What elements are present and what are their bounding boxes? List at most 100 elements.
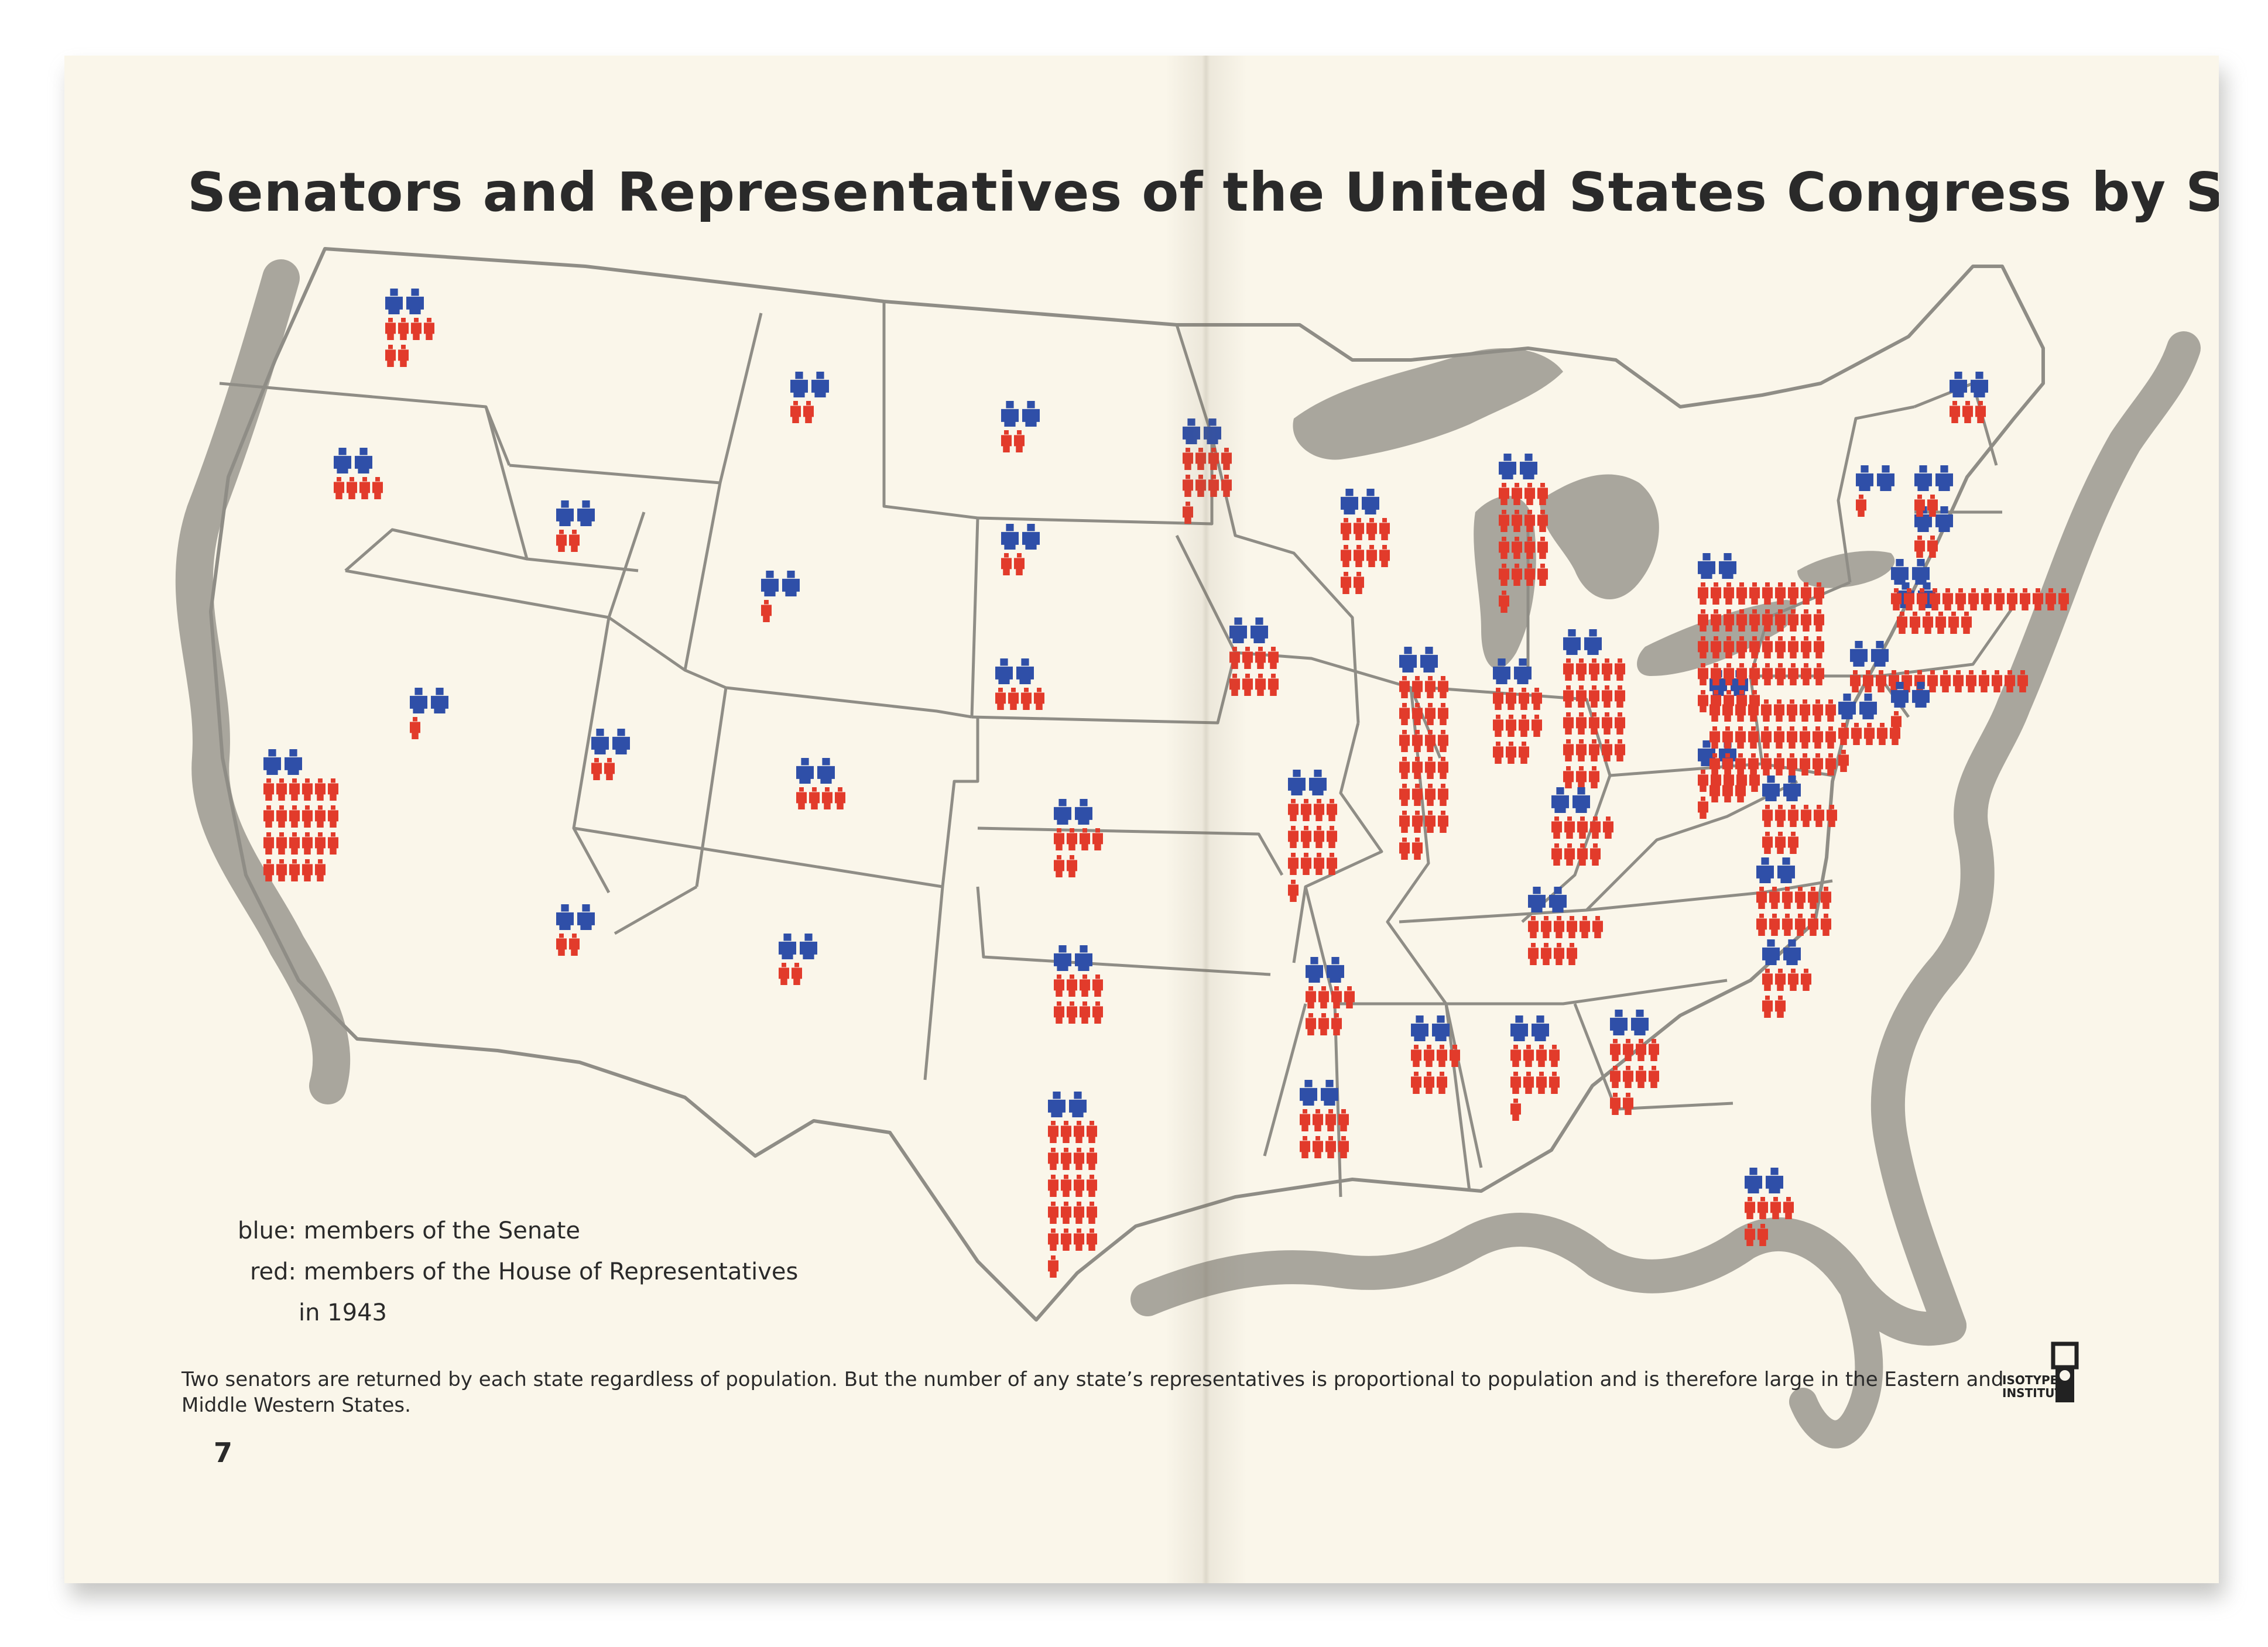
representative-figure [1532, 715, 1542, 737]
representative-figure [1762, 969, 1773, 991]
representative-figure [779, 963, 789, 985]
representative-figure [1255, 647, 1266, 669]
representative-figure [1774, 726, 1784, 749]
senator-figure [1528, 887, 1546, 912]
representative-figure [1592, 916, 1603, 938]
representative-figure [1014, 430, 1025, 452]
representative-figure [1523, 1045, 1534, 1067]
state-group-mississippi [1411, 1015, 1460, 1094]
representative-figure [1512, 537, 1522, 559]
representative-figure [1325, 1136, 1336, 1158]
representative-figure [1955, 588, 1966, 610]
representative-figure [276, 832, 287, 855]
representative-figure [1770, 1197, 1781, 1219]
representative-figure [1698, 663, 1708, 685]
representative-figure [1795, 914, 1806, 936]
representative-figure [1856, 495, 1866, 517]
representative-figure [1762, 582, 1773, 605]
representative-figure [1399, 784, 1410, 806]
representative-figure [556, 934, 567, 956]
representative-figure [1541, 916, 1551, 938]
senator-figure [355, 448, 372, 473]
senator-figure [1756, 857, 1774, 883]
representative-figure [1636, 1039, 1646, 1061]
representative-figure [792, 963, 802, 985]
representative-figure [1537, 537, 1548, 559]
representative-figure [1825, 699, 1836, 722]
representative-figure [1074, 1148, 1084, 1170]
senator-figure [1698, 553, 1715, 579]
representative-figure [1825, 726, 1836, 749]
representative-figure [1537, 564, 1548, 586]
representative-figure [328, 805, 338, 828]
representative-figure [1814, 609, 1824, 632]
representative-figure [591, 758, 602, 780]
representative-figure [1379, 518, 1390, 540]
representative-figure [1961, 612, 1972, 634]
state-group-colorado [796, 758, 845, 809]
representative-figure [1891, 711, 1902, 733]
representative-figure [1563, 739, 1574, 761]
representative-figure [1092, 828, 1103, 850]
senator-figure [1432, 1015, 1450, 1041]
representative-figure [1590, 843, 1601, 866]
representative-figure [302, 778, 313, 801]
representative-figure [1399, 811, 1410, 833]
representative-figure [1891, 588, 1902, 610]
representative-figure [1331, 1013, 1342, 1035]
representative-figure [569, 530, 580, 552]
representative-figure [1314, 853, 1324, 875]
representative-figure [1761, 726, 1772, 749]
representative-figure [1438, 703, 1448, 725]
representative-figure [1412, 730, 1423, 752]
state-group-delaware [1891, 682, 1930, 733]
representative-figure [2058, 588, 2069, 610]
representative-figure [1087, 1175, 1097, 1197]
representative-figure [1757, 1197, 1768, 1219]
representative-figure [1762, 663, 1773, 685]
us-outline [209, 247, 2045, 1322]
representative-figure [1327, 799, 1337, 821]
representative-figure [1087, 1121, 1097, 1143]
representative-figure [1762, 832, 1773, 854]
representative-figure [1524, 537, 1535, 559]
representative-figure [1610, 1093, 1621, 1115]
senator-figure [1054, 945, 1071, 971]
representative-figure [1313, 1136, 1323, 1158]
representative-figure [1537, 510, 1548, 532]
representative-figure [315, 778, 326, 801]
representative-figure [1814, 805, 1824, 827]
representative-figure [1788, 832, 1798, 854]
representative-figure [1610, 1039, 1621, 1061]
representative-figure [372, 477, 383, 499]
representative-figure [1782, 914, 1793, 936]
senator-figure [1914, 506, 1932, 532]
state-group-north-carolina [1756, 857, 1831, 936]
representative-figure [1314, 799, 1324, 821]
representative-figure [1306, 1013, 1316, 1035]
representative-figure [1756, 887, 1767, 909]
senator-figure [1183, 418, 1200, 444]
state-group-georgia [1610, 1010, 1659, 1115]
representative-figure [1814, 582, 1824, 605]
representative-figure [1724, 663, 1734, 685]
representative-figure [1775, 969, 1786, 991]
representative-figure [1762, 609, 1773, 632]
representative-figure [1195, 448, 1206, 470]
senator-figure [556, 500, 574, 526]
representative-figure [1314, 826, 1324, 848]
representative-figure [1499, 564, 1509, 586]
representative-figure [1341, 545, 1351, 567]
senator-figure [1891, 559, 1909, 585]
senator-figure [385, 289, 403, 314]
representative-figure [1499, 591, 1509, 613]
state-group-tennessee [1528, 887, 1603, 965]
representative-figure [2005, 670, 2015, 692]
senator-figure [1871, 641, 1889, 667]
senator-figure [1762, 776, 1780, 801]
representative-figure [1536, 1072, 1547, 1094]
representative-figure [1549, 1045, 1560, 1067]
senator-figure [1341, 489, 1358, 514]
representative-figure [1183, 448, 1193, 470]
representative-figure [1761, 753, 1772, 776]
